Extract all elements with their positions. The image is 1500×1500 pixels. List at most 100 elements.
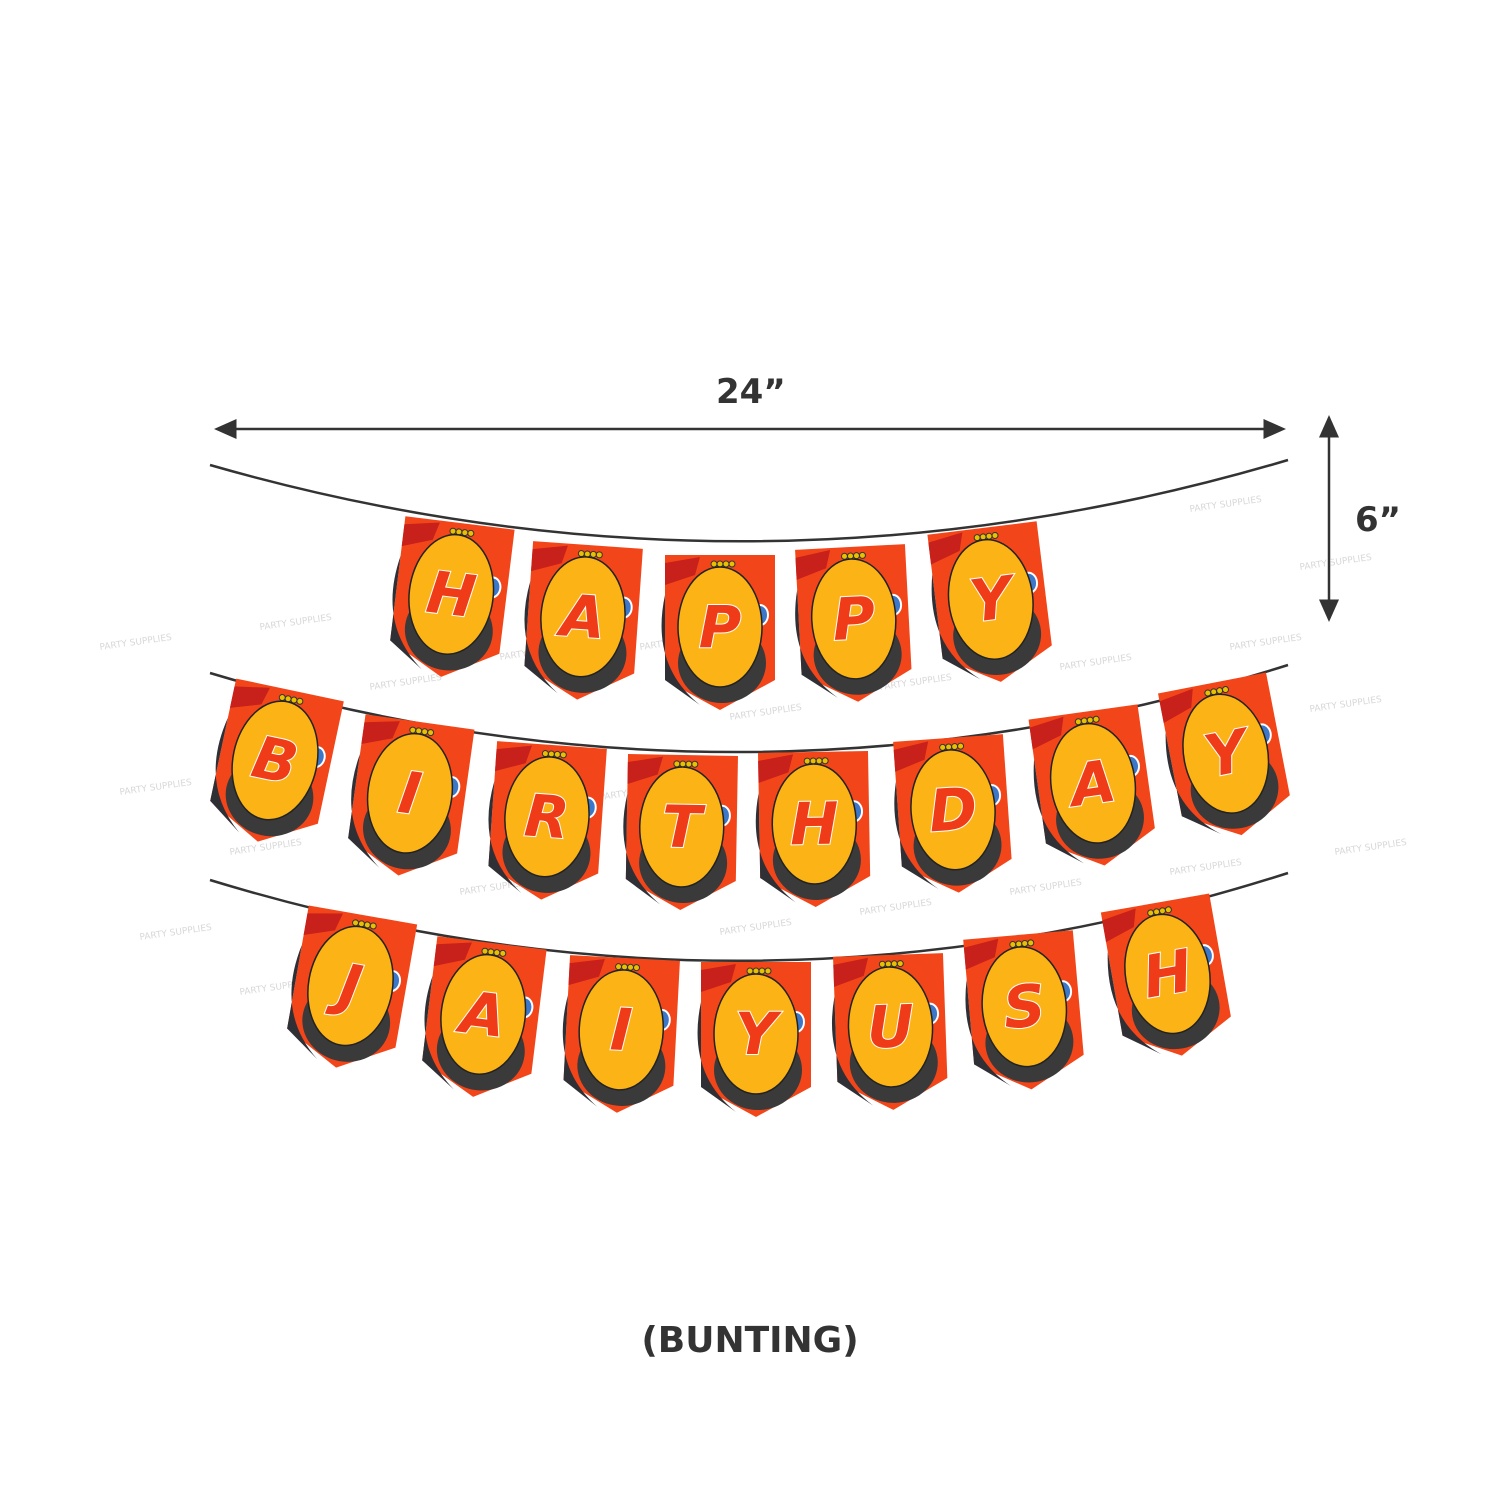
watermark: PARTY SUPPLIES bbox=[859, 898, 933, 918]
watermark: PARTY SUPPLIES bbox=[729, 703, 803, 723]
watermark: PARTY SUPPLIES bbox=[1309, 695, 1383, 715]
tire-left bbox=[488, 781, 522, 894]
truck-detail bbox=[495, 745, 532, 772]
letter-oval bbox=[847, 966, 934, 1088]
bunting-flag: Y bbox=[697, 962, 811, 1117]
bunting-flag: H bbox=[390, 516, 515, 677]
tire-left bbox=[832, 996, 874, 1106]
truck-detail bbox=[433, 942, 472, 967]
bunting-flag: H bbox=[1100, 893, 1231, 1056]
truck-light-icon bbox=[1221, 686, 1229, 694]
truck-light-icon bbox=[1216, 687, 1224, 695]
truck-light-icon bbox=[815, 757, 823, 765]
truck-detail bbox=[303, 913, 343, 935]
truck-detail bbox=[361, 721, 400, 745]
tire-left bbox=[390, 555, 422, 670]
truck-light-icon bbox=[1086, 716, 1094, 724]
truck-light-icon bbox=[449, 527, 457, 535]
flag-letter: P bbox=[699, 593, 742, 661]
bunting-flag: R bbox=[488, 741, 607, 900]
tire-left bbox=[661, 595, 700, 705]
truck-light-icon bbox=[559, 751, 567, 759]
bunting-flag: A bbox=[422, 936, 547, 1097]
truck-light-icon bbox=[679, 760, 687, 768]
truck-light-icon bbox=[1164, 906, 1172, 914]
tire-left bbox=[1165, 732, 1221, 835]
truck-detail bbox=[893, 741, 929, 772]
tire-left bbox=[931, 574, 981, 680]
truck-light-icon bbox=[758, 967, 766, 975]
letter-oval bbox=[440, 953, 527, 1075]
truck-light-icon bbox=[890, 960, 898, 968]
letter-oval bbox=[307, 925, 394, 1047]
tire-left bbox=[562, 995, 598, 1107]
truck-light-icon bbox=[633, 964, 641, 972]
truck-light-icon bbox=[716, 560, 724, 568]
width-label: 24” bbox=[716, 372, 786, 412]
bunting-flag: P bbox=[795, 544, 912, 702]
watermark: PARTY SUPPLIES bbox=[1169, 858, 1243, 878]
truck-light-icon bbox=[481, 947, 489, 955]
letter-oval bbox=[366, 732, 454, 854]
truck-light-icon bbox=[296, 697, 304, 705]
bunting-flag: T bbox=[623, 754, 738, 910]
watermark: PARTY SUPPLIES bbox=[139, 923, 213, 943]
truck-light-icon bbox=[991, 531, 999, 539]
truck-light-icon bbox=[858, 551, 866, 559]
flag-letter: S bbox=[1001, 971, 1049, 1042]
bunting-string bbox=[209, 458, 1289, 543]
caption: (BUNTING) bbox=[641, 1320, 859, 1361]
bunting-flag: D bbox=[893, 734, 1012, 893]
truck-detail bbox=[701, 964, 736, 992]
tire-left bbox=[1033, 759, 1085, 864]
letter-oval bbox=[810, 558, 897, 680]
truck-light-icon bbox=[985, 532, 993, 540]
tire-left bbox=[422, 975, 454, 1090]
watermark: PARTY SUPPLIES bbox=[719, 918, 793, 938]
truck-light-icon bbox=[884, 960, 892, 968]
bunting-flag: P bbox=[661, 555, 775, 710]
flag-letter: I bbox=[609, 995, 634, 1064]
flag-letter: H bbox=[789, 790, 839, 859]
bunting-flag: S bbox=[963, 930, 1084, 1090]
letter-oval bbox=[677, 566, 763, 688]
truck-detail bbox=[1159, 688, 1193, 723]
bunting-flag: Y bbox=[927, 521, 1052, 682]
truck-detail bbox=[833, 957, 869, 987]
watermark: PARTY SUPPLIES bbox=[1229, 633, 1303, 653]
truck-light-icon bbox=[728, 560, 736, 568]
truck-light-icon bbox=[499, 949, 507, 957]
truck-light-icon bbox=[878, 960, 886, 968]
watermark: PARTY SUPPLIES bbox=[229, 838, 303, 858]
flag-letter: Y bbox=[966, 563, 1021, 636]
truck-detail bbox=[627, 756, 663, 785]
truck-light-icon bbox=[352, 919, 360, 927]
truck-detail bbox=[531, 545, 568, 572]
tire-left bbox=[894, 781, 939, 890]
tire-left bbox=[348, 753, 380, 868]
flag-letter: H bbox=[1138, 936, 1198, 1011]
tire-left bbox=[965, 979, 1012, 1087]
watermark: PARTY SUPPLIES bbox=[369, 673, 443, 693]
watermark: PARTY SUPPLIES bbox=[1189, 495, 1263, 515]
truck-light-icon bbox=[1092, 715, 1100, 723]
truck-light-icon bbox=[809, 757, 817, 765]
letter-oval bbox=[504, 756, 590, 878]
truck-light-icon bbox=[595, 551, 603, 559]
letter-oval bbox=[1124, 913, 1211, 1035]
bunting-flag: I bbox=[562, 955, 680, 1113]
tire-left bbox=[524, 581, 558, 694]
bunting-flag: Y bbox=[1158, 672, 1290, 836]
truck-light-icon bbox=[803, 757, 811, 765]
truck-detail bbox=[758, 754, 794, 783]
watermark: PARTY SUPPLIES bbox=[119, 778, 193, 798]
watermark: PARTY SUPPLIES bbox=[1059, 653, 1133, 673]
bunting-flag: J bbox=[287, 905, 418, 1068]
watermark: PARTY SUPPLIES bbox=[99, 633, 173, 653]
letter-oval bbox=[1182, 693, 1270, 814]
letter-oval bbox=[713, 973, 799, 1095]
